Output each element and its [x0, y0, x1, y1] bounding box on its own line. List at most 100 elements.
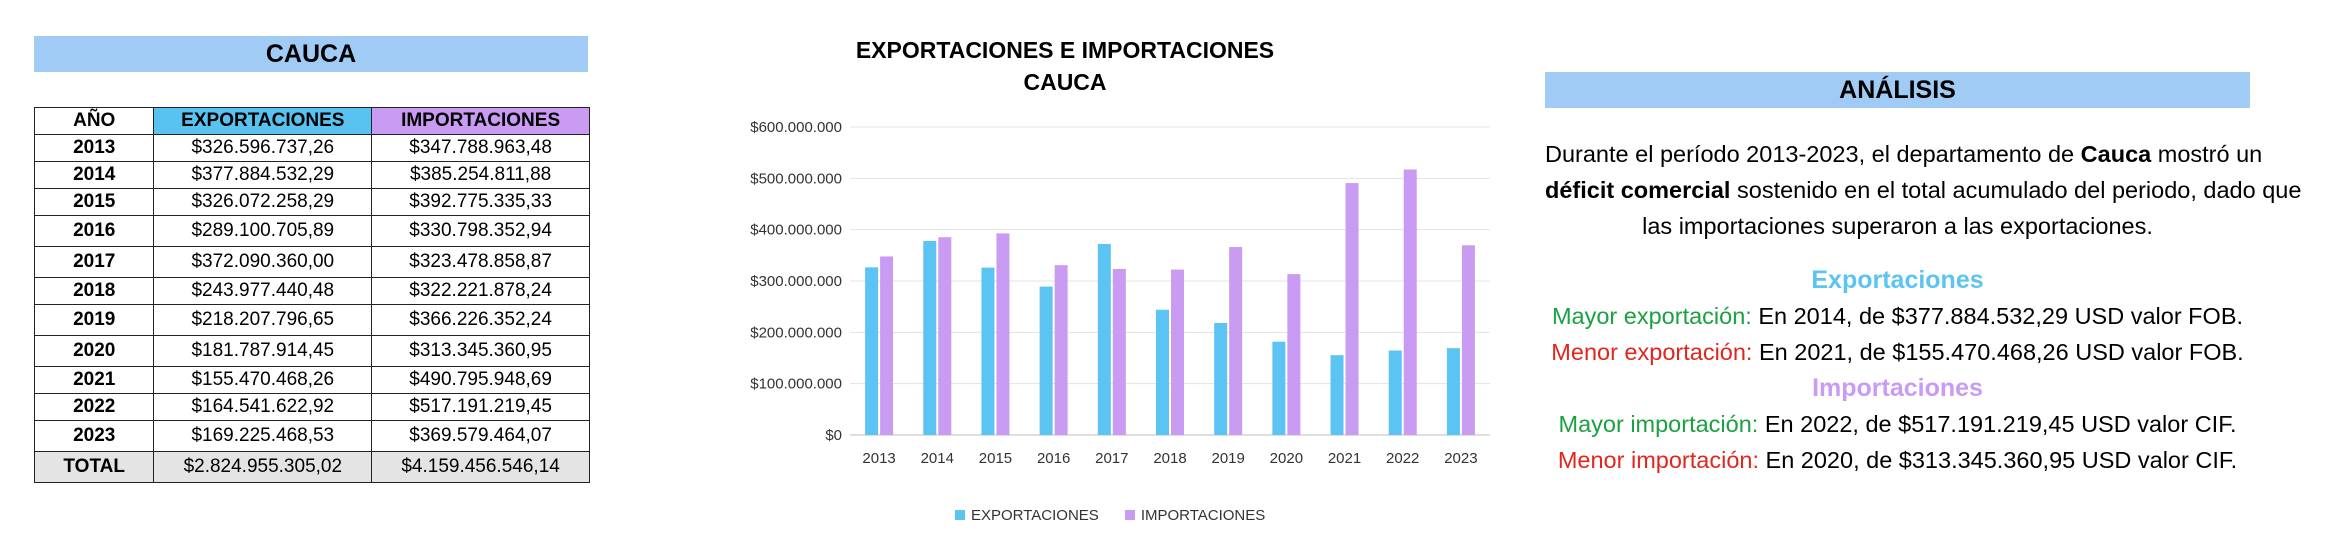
analysis-header: ANÁLISIS — [1545, 72, 2250, 108]
bar-imports — [1054, 265, 1068, 435]
row-exports: $243.977.440,48 — [153, 277, 373, 305]
exports-subheading: Exportaciones — [1811, 266, 1984, 294]
exports-min-label: Menor exportación: — [1551, 339, 1753, 365]
y-tick-label: $500.000.000 — [750, 170, 842, 187]
chart-title: EXPORTACIONES E IMPORTACIONES CAUCA — [795, 34, 1335, 98]
x-tick-label: 2013 — [862, 450, 895, 467]
imports-min-line: Menor importación: En 2020, de $313.345.… — [1545, 442, 2250, 478]
row-year: 2023 — [33, 420, 155, 452]
row-exports: $326.072.258,29 — [153, 188, 373, 216]
table-row: 2016 $289.100.705,89 $330.798.352,94 — [33, 215, 590, 247]
bar-exports — [1039, 286, 1053, 435]
imports-min-text: En 2020, de $313.345.360,95 USD valor CI… — [1758, 447, 2238, 473]
row-year: 2019 — [33, 304, 155, 336]
row-imports: $490.795.948,69 — [371, 366, 590, 394]
department-header: CAUCA — [34, 36, 588, 72]
bar-imports — [1403, 169, 1417, 435]
row-imports: $385.254.811,88 — [371, 161, 590, 189]
bar-exports — [1388, 350, 1402, 435]
x-tick-label: 2022 — [1386, 450, 1419, 467]
legend-item-imports: IMPORTACIONES — [1124, 506, 1266, 524]
y-tick-label: $200.000.000 — [750, 324, 842, 341]
bar-imports — [996, 233, 1010, 435]
table-total-row: TOTAL $2.824.955.305,02 $4.159.456.546,1… — [33, 451, 590, 483]
exports-min-text: En 2021, de $155.470.468,26 USD valor FO… — [1752, 339, 2244, 365]
imports-subheading: Importaciones — [1812, 374, 1983, 402]
x-tick-label: 2020 — [1270, 450, 1303, 467]
row-year: 2018 — [33, 277, 155, 305]
bar-imports — [1287, 274, 1301, 435]
x-tick-label: 2021 — [1328, 450, 1361, 467]
row-exports: $289.100.705,89 — [153, 215, 373, 247]
imports-max-line: Mayor importación: En 2022, de $517.191.… — [1545, 406, 2250, 442]
intro-text: mostró un — [2151, 141, 2263, 167]
bar-imports — [1461, 245, 1475, 435]
total-label: TOTAL — [33, 451, 155, 483]
bar-imports — [1229, 247, 1243, 435]
bar-imports — [1171, 269, 1184, 435]
bar-exports — [1446, 348, 1460, 435]
row-imports: $517.191.219,45 — [371, 393, 590, 421]
analysis-intro-line1: Durante el período 2013-2023, el departa… — [1545, 136, 2262, 172]
intro-text: Durante el período 2013-2023, el departa… — [1545, 141, 2081, 167]
row-year: 2013 — [33, 134, 155, 162]
table-row: 2017 $372.090.360,00 $323.478.858,87 — [33, 246, 590, 278]
bar-imports — [938, 237, 952, 435]
table-header-row: AÑO EXPORTACIONES IMPORTACIONES — [33, 107, 590, 135]
chart-legend: EXPORTACIONES IMPORTACIONES — [955, 504, 1295, 526]
row-imports: $330.798.352,94 — [371, 215, 590, 247]
table-row: 2020 $181.787.914,45 $313.345.360,95 — [33, 335, 590, 367]
x-tick-label: 2016 — [1037, 450, 1070, 467]
y-tick-label: $300.000.000 — [750, 273, 842, 290]
row-imports: $323.478.858,87 — [371, 246, 590, 278]
row-year: 2014 — [33, 161, 155, 189]
legend-label-imports: IMPORTACIONES — [1140, 506, 1266, 524]
row-year: 2020 — [33, 335, 155, 367]
intro-deficit: déficit comercial — [1545, 177, 1731, 203]
analysis-body: Durante el período 2013-2023, el departa… — [1545, 136, 2301, 478]
bar-chart: $0 $100.000.000 $200.000.000 $300.000.000 $4… — [750, 119, 1490, 467]
table-row: 2019 $218.207.796,65 $366.226.352,24 — [33, 304, 590, 336]
x-tick-label: 2017 — [1095, 450, 1128, 467]
row-year: 2016 — [33, 215, 155, 247]
table-row: 2022 $164.541.622,92 $517.191.219,45 — [33, 393, 590, 421]
row-exports: $155.470.468,26 — [153, 366, 373, 394]
x-tick-label: 2019 — [1211, 450, 1244, 467]
header-imports: IMPORTACIONES — [371, 107, 590, 135]
header-exports: EXPORTACIONES — [153, 107, 373, 135]
row-imports: $322.221.878,24 — [371, 277, 590, 305]
bar-exports — [1156, 309, 1169, 435]
bar-exports — [865, 267, 879, 435]
exports-min-line: Menor exportación: En 2021, de $155.470.… — [1545, 334, 2250, 370]
row-year: 2022 — [33, 393, 155, 421]
row-exports: $372.090.360,00 — [153, 246, 373, 278]
row-year: 2017 — [33, 246, 155, 278]
bar-exports — [1330, 355, 1344, 435]
header-year: AÑO — [33, 107, 155, 135]
row-year: 2015 — [33, 188, 155, 216]
table-row: 2023 $169.225.468,53 $369.579.464,07 — [33, 420, 590, 452]
imports-max-label: Mayor importación: — [1558, 411, 1759, 437]
intro-text: sostenido en el total acumulado del peri… — [1730, 177, 2302, 203]
row-imports: $369.579.464,07 — [371, 420, 590, 452]
bar-imports — [1345, 183, 1359, 435]
imports-max-text: En 2022, de $517.191.219,45 USD valor CI… — [1758, 411, 2237, 437]
y-tick-label: $600.000.000 — [750, 119, 842, 136]
row-exports: $218.207.796,65 — [153, 304, 373, 336]
row-imports: $366.226.352,24 — [371, 304, 590, 336]
analysis-intro-line3: las importaciones superaron a las export… — [1642, 213, 2153, 239]
row-imports: $392.775.335,33 — [371, 188, 590, 216]
legend-item-exports: EXPORTACIONES — [955, 507, 1099, 524]
table-row: 2018 $243.977.440,48 $322.221.878,24 — [33, 277, 590, 305]
bar-exports — [1272, 341, 1286, 435]
row-exports: $377.884.532,29 — [153, 161, 373, 189]
table-row: 2014 $377.884.532,29 $385.254.811,88 — [33, 161, 590, 189]
imports-min-label: Menor importación: — [1557, 447, 1759, 473]
table-row: 2021 $155.470.468,26 $490.795.948,69 — [33, 366, 590, 394]
total-imports: $4.159.456.546,14 — [371, 451, 590, 483]
table-row: 2013 $326.596.737,26 $347.788.963,48 — [33, 134, 590, 162]
row-exports: $169.225.468,53 — [153, 420, 373, 452]
trade-table: AÑO EXPORTACIONES IMPORTACIONES 2013 $32… — [33, 107, 590, 483]
exports-max-line: Mayor exportación: En 2014, de $377.884.… — [1545, 298, 2250, 334]
chart-title-line1: EXPORTACIONES E IMPORTACIONES — [855, 37, 1275, 63]
